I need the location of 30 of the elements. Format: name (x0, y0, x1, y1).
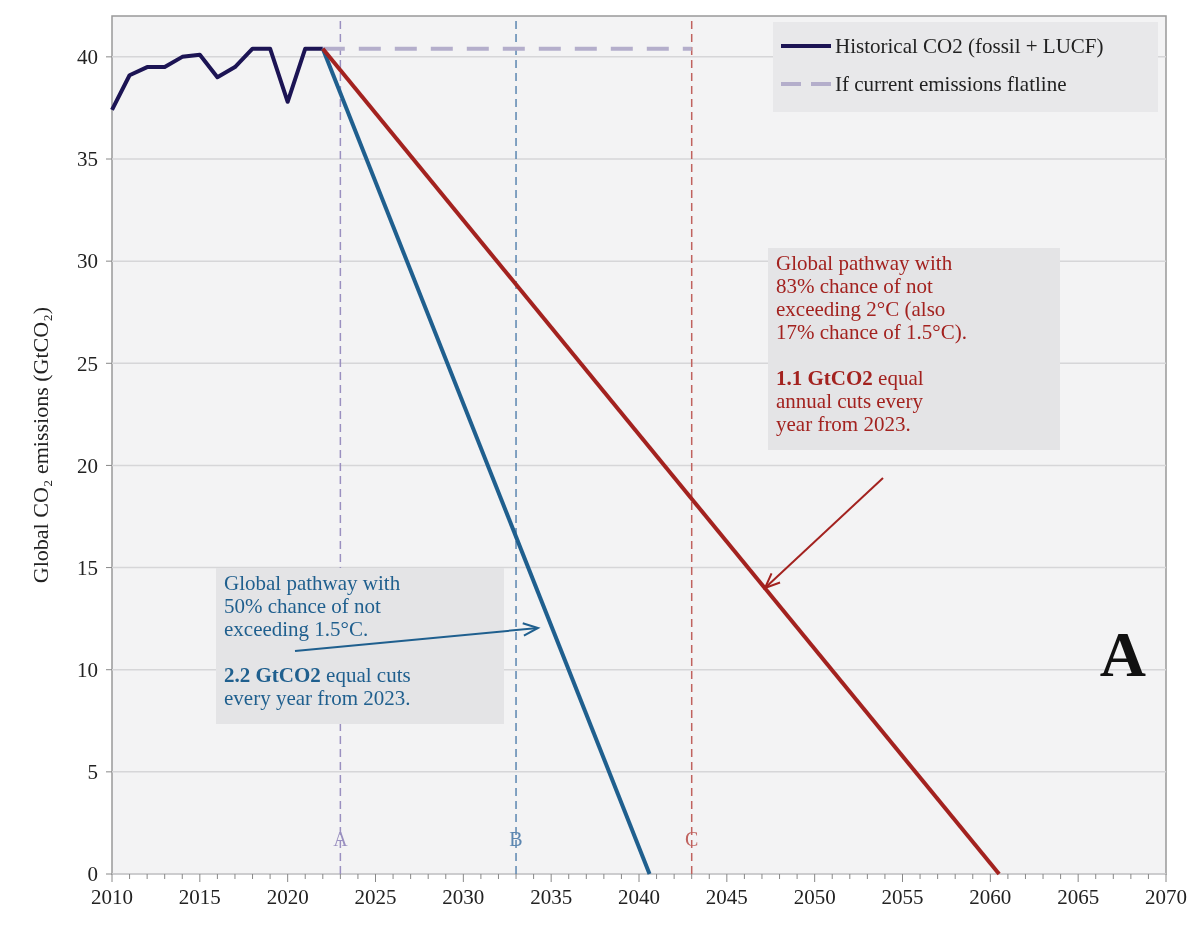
legend-label: If current emissions flatline (835, 72, 1067, 97)
y-tick-label: 10 (77, 658, 98, 683)
x-tick-label: 2055 (881, 885, 924, 909)
x-tick-label: 2060 (969, 885, 1012, 909)
annotation: Global pathway with 83% chance of not exceeding 2°C (also 17% chance of 1.5°C). 1.1 GtCO2 equal annual cuts every year from 2023. (776, 251, 967, 436)
legend-label: Historical CO2 (fossil + LUCF) (835, 34, 1104, 59)
x-tick-label: 2025 (354, 885, 397, 909)
line-series (110, 46, 325, 112)
y-tick-label: 5 (87, 760, 98, 785)
y-tick-label: 30 (77, 249, 98, 274)
y-tick-label: 0 (87, 862, 98, 887)
x-tick-label: 2050 (793, 885, 836, 909)
y-tick-label: 20 (77, 453, 98, 478)
y-tick-label: 40 (77, 45, 98, 70)
x-tick-label: 2065 (1057, 885, 1100, 909)
x-tick-label: 2020 (266, 885, 309, 909)
x-tick-label: 2010 (91, 885, 133, 909)
y-axis-title: Global CO₂ emissions (GtCO₂) (28, 306, 53, 584)
x-tick-label: 2040 (618, 885, 660, 909)
x-tick-label: 2045 (705, 885, 748, 909)
annotation: Global pathway with 50% chance of not exceeding 1.5°C. 2.2 GtCO2 equal cuts every year from 2023. (224, 571, 411, 710)
y-tick-label: 35 (77, 147, 98, 172)
y-tick-label: 15 (77, 555, 98, 580)
ref-line-label: B (509, 828, 523, 850)
y-tick-label: 25 (77, 351, 98, 376)
x-tick-label: 2070 (1145, 885, 1187, 909)
x-tick-label: 2030 (442, 885, 485, 909)
x-tick-label: 2035 (530, 885, 573, 909)
x-tick-label: 2015 (178, 885, 221, 909)
annotation: A (1099, 618, 1146, 690)
